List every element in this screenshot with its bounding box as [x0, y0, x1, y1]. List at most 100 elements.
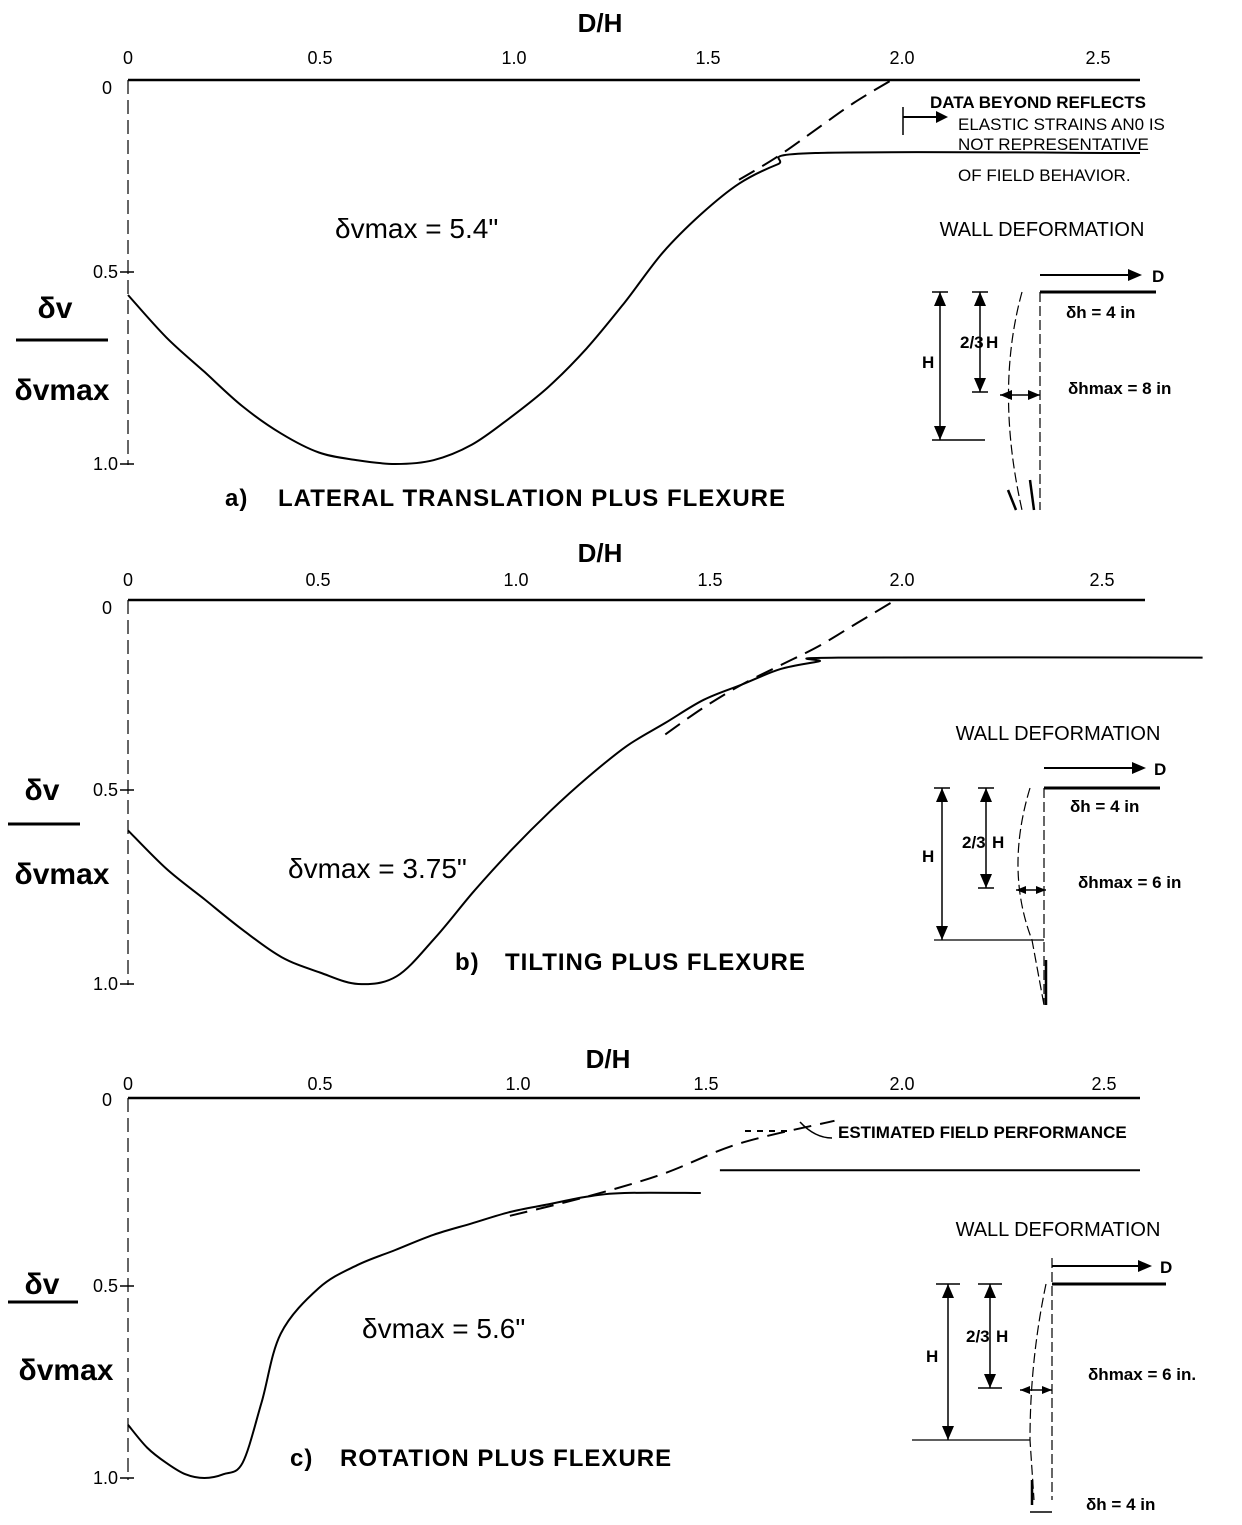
- panel-a-inset-dhmax-label: δhmax = 8 in: [1068, 379, 1171, 398]
- panel-b-series-solid-line: [127, 656, 1203, 986]
- panel-b-inset-h-label: H: [922, 847, 934, 866]
- panel-a-series-dashed-line: [738, 79, 893, 181]
- panel-a-inset-wall-foot: [1006, 489, 1018, 511]
- panel-c-x-tick-label: 1.0: [505, 1074, 530, 1094]
- panel-c-inset-dhmax-left: [1020, 1386, 1030, 1394]
- panel-b-x-tick-label: 0: [123, 570, 133, 590]
- panel-c-caption-label: c): [290, 1445, 313, 1472]
- panel-c-x-tick-label: 2.5: [1091, 1074, 1116, 1094]
- panel-a-inset-h2-label: H: [986, 333, 998, 352]
- panel-b-inset-title: WALL DEFORMATION: [956, 723, 1161, 745]
- panel-c-inset-twothirds-bottom: [984, 1374, 996, 1388]
- panel-a-inset-twothirds-bottom: [974, 378, 986, 392]
- panel-b-inset-twothirds-bottom: [980, 874, 992, 888]
- panel-c-inset-wall-deformed: [1029, 1283, 1047, 1501]
- panel-b-ylabel-bottom: δvmax: [15, 858, 110, 891]
- panel-b-inset-d-label: D: [1154, 760, 1166, 779]
- panel-a-x-tick-label: 2.5: [1085, 48, 1110, 68]
- panel-c-legend-pointer: [799, 1121, 833, 1139]
- panel-a-note-line: ELASTIC STRAINS AN0 IS: [958, 115, 1165, 134]
- panel-b-x-tick-labels: 0 0.5 1.0 1.5 2.0 2.5: [123, 570, 1115, 590]
- panel-c-x-tick-labels: 0 0.5 1.0 1.5 2.0 2.5: [123, 1074, 1117, 1094]
- panel-b-y-tick-label: 1.0: [93, 974, 118, 994]
- panel-a-caption-label: a): [225, 485, 248, 512]
- panel-a-y-tick-label: 1.0: [93, 454, 118, 474]
- panel-a-x-tick-labels: 0 0.5 1.0 1.5 2.0 2.5: [123, 48, 1111, 68]
- panel-a-ylabel-bottom: δvmax: [15, 374, 110, 407]
- panel-c-y-tick-label: 0: [102, 1090, 112, 1110]
- panel-a-y-tick-labels: 0 0.5 1.0: [93, 78, 118, 474]
- panel-b-inset-h2-label: H: [992, 833, 1004, 852]
- panel-b-y-tick-labels: 0 0.5 1.0: [93, 598, 118, 994]
- panel-c-series-dashed-line: [509, 1119, 835, 1217]
- panel-a-inset-d-arrow-head: [1128, 269, 1142, 281]
- panel-c-inset-dh-label: δh = 4 in: [1086, 1495, 1155, 1514]
- panel-a-xlabel: D/H: [578, 8, 623, 38]
- panel-c-inset-h-dim-bottom: [942, 1426, 954, 1440]
- panel-a-inset-frac-label: 2/3: [960, 333, 984, 352]
- panel-a-inset-h-dim-bottom: [934, 426, 946, 440]
- panel-a-inset-title: WALL DEFORMATION: [940, 219, 1145, 241]
- panel-b-inset-dhmax-left: [1016, 886, 1026, 894]
- panel-b-inset-d-arrow-head: [1132, 762, 1146, 774]
- panel-b-inset-wall-deformed: [1017, 787, 1045, 1006]
- panel-c-inset-h2-label: H: [996, 1327, 1008, 1346]
- panel-b-inset-dhmax-label: δhmax = 6 in: [1078, 873, 1181, 892]
- panel-a-y-tick-label: 0: [102, 78, 112, 98]
- panel-b-inset-twothirds-top: [980, 788, 992, 802]
- panel-b-x-tick-label: 2.0: [889, 570, 914, 590]
- panel-a: D/H 0 0.5 1.0 1.5 2.0 2.5 0 0.5 1.0 δv δ…: [15, 8, 1172, 512]
- panel-a-inset: WALL DEFORMATION D H 2/3 H δh: [922, 219, 1171, 511]
- panel-a-x-tick-label: 1.5: [695, 48, 720, 68]
- panel-a-note-line: DATA BEYOND REFLECTS: [930, 93, 1146, 112]
- panel-b-inset-frac-label: 2/3: [962, 833, 986, 852]
- panel-c-series-solid-line: [127, 1191, 701, 1480]
- panel-c-x-tick-label: 0: [123, 1074, 133, 1094]
- panel-b-caption: TILTING PLUS FLEXURE: [505, 949, 806, 976]
- panel-a-inset-d-label: D: [1152, 267, 1164, 286]
- panel-b-inset-dh-label: δh = 4 in: [1070, 797, 1139, 816]
- panel-b-ylabel-top: δv: [25, 774, 60, 807]
- panel-c-inset-d-label: D: [1160, 1258, 1172, 1277]
- panel-c-ylabel-top: δv: [25, 1268, 60, 1301]
- panel-a-caption: LATERAL TRANSLATION PLUS FLEXURE: [278, 485, 786, 512]
- panel-c-inset-d-arrow-head: [1138, 1260, 1152, 1272]
- panel-b-y-tick-label: 0.5: [93, 780, 118, 800]
- panel-c-inset-twothirds-top: [984, 1284, 996, 1298]
- panel-a-inset-wall-deformed: [1007, 291, 1023, 511]
- panel-c-x-tick-label: 2.0: [889, 1074, 914, 1094]
- curves: [127, 79, 1203, 1480]
- panel-b-y-tick-label: 0: [102, 598, 112, 618]
- panel-b-inset-dhmax-right: [1036, 886, 1046, 894]
- panel-c-dmax-label: δvmax = 5.6": [362, 1313, 525, 1344]
- panel-a-note-arrow-head: [936, 111, 948, 123]
- panel-a-ylabel-top: δv: [38, 292, 73, 325]
- panel-c-xlabel: D/H: [586, 1044, 631, 1074]
- panel-a-note: DATA BEYOND REFLECTS ELASTIC STRAINS AN0…: [930, 93, 1165, 185]
- panel-b-x-tick-label: 1.0: [503, 570, 528, 590]
- panel-b-x-tick-label: 2.5: [1089, 570, 1114, 590]
- panel-c-legend-text: ESTIMATED FIELD PERFORMANCE: [838, 1123, 1127, 1142]
- panel-a-inset-h-dim-top: [934, 292, 946, 306]
- panel-a-x-tick-label: 0.5: [307, 48, 332, 68]
- panel-c-x-tick-label: 0.5: [307, 1074, 332, 1094]
- panel-b-xlabel: D/H: [578, 538, 623, 568]
- panel-a-note-line: OF FIELD BEHAVIOR.: [958, 166, 1131, 185]
- panel-a-note-line: NOT REPRESENTATIVE: [958, 135, 1149, 154]
- panel-b-x-tick-label: 0.5: [305, 570, 330, 590]
- panel-a-dmax-label: δvmax = 5.4": [335, 213, 498, 244]
- panel-c-inset-dhmax-right: [1042, 1386, 1052, 1394]
- panel-a-x-tick-label: 0: [123, 48, 133, 68]
- panel-b-inset-h-dim-bottom: [936, 926, 948, 940]
- panel-a-inset-wall-base: [1028, 479, 1036, 511]
- panel-b-x-tick-label: 1.5: [697, 570, 722, 590]
- panel-c-inset: WALL DEFORMATION D H 2/3 H δhm: [912, 1219, 1196, 1514]
- panel-a-inset-twothirds-top: [974, 292, 986, 306]
- panel-c-x-tick-label: 1.5: [693, 1074, 718, 1094]
- panel-a-x-tick-label: 1.0: [501, 48, 526, 68]
- panel-c-inset-frac-label: 2/3: [966, 1327, 990, 1346]
- panel-c: D/H 0 0.5 1.0 1.5 2.0 2.5 0 0.5 1.0 δv δ…: [8, 1044, 1196, 1514]
- panel-c-y-tick-label: 1.0: [93, 1468, 118, 1488]
- panel-b-caption-label: b): [455, 949, 480, 976]
